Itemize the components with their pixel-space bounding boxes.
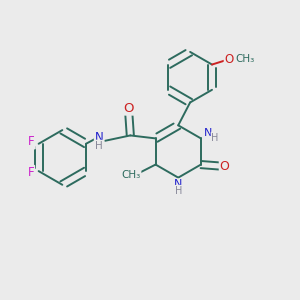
Text: H: H bbox=[95, 140, 103, 151]
Text: CH₃: CH₃ bbox=[121, 170, 140, 180]
Text: CH₃: CH₃ bbox=[236, 54, 255, 64]
Text: H: H bbox=[175, 186, 182, 196]
Text: H: H bbox=[212, 133, 219, 142]
Text: N: N bbox=[174, 179, 182, 189]
Text: N: N bbox=[95, 131, 103, 144]
Text: F: F bbox=[28, 166, 34, 179]
Text: F: F bbox=[28, 136, 35, 148]
Text: O: O bbox=[225, 53, 234, 66]
Text: O: O bbox=[220, 160, 230, 172]
Text: N: N bbox=[204, 128, 212, 138]
Text: O: O bbox=[124, 102, 134, 115]
